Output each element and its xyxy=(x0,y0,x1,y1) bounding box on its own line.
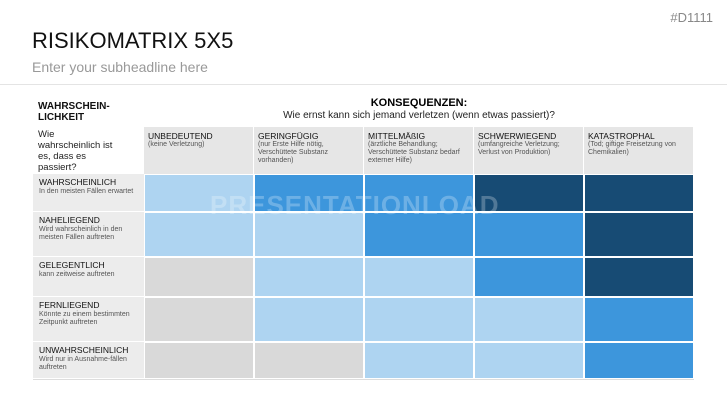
row-label: GELEGENTLICH xyxy=(39,260,105,270)
row-axis-question: Wie wahrscheinlich ist es, dass es passi… xyxy=(38,129,113,173)
matrix-cell xyxy=(584,212,694,257)
matrix-cell xyxy=(144,212,254,257)
matrix-cell xyxy=(474,342,584,379)
bottom-line xyxy=(33,379,694,380)
matrix-cell xyxy=(144,257,254,297)
matrix-cell xyxy=(254,212,364,257)
matrix-cell xyxy=(364,174,474,212)
column-label: UNBEDEUTEND xyxy=(148,131,213,141)
subtitle: Enter your subheadline here xyxy=(32,59,208,75)
row-label: UNWAHRSCHEINLICH xyxy=(39,345,129,355)
matrix-cell xyxy=(254,257,364,297)
column-header: KATASTROPHAL (Tod; giftige Freisetzung vo… xyxy=(584,127,694,174)
matrix-cell xyxy=(584,342,694,379)
matrix-cell xyxy=(254,297,364,342)
matrix-cell xyxy=(364,212,474,257)
matrix-cell xyxy=(474,212,584,257)
row-label: WAHRSCHEINLICH xyxy=(39,177,117,187)
col-axis-title: KONSEQUENZEN: xyxy=(370,97,468,109)
matrix-cell xyxy=(144,342,254,379)
column-description: (umfangreiche Verletzung; Verlust von Pr… xyxy=(478,141,560,156)
column-header: MITTELMÄßIG (ärztliche Behandlung; Versch… xyxy=(364,127,474,174)
slide-code: #D1111 xyxy=(670,10,713,25)
column-label: SCHWERWIEGEND xyxy=(478,131,557,141)
row-description: Wird wahrscheinlich in den meisten Fälle… xyxy=(39,226,123,241)
matrix-cell xyxy=(584,174,694,212)
column-label: KATASTROPHAL xyxy=(588,131,655,141)
column-description: (nur Erste Hilfe nötig, Verschüttete Sub… xyxy=(258,141,329,164)
matrix-cell xyxy=(144,297,254,342)
matrix-cell xyxy=(474,257,584,297)
row-header: NAHELIEGEND Wird wahrscheinlich in den me… xyxy=(33,212,144,257)
column-label: GERINGFÜGIG xyxy=(258,131,319,141)
matrix-cell xyxy=(254,342,364,379)
matrix-cell xyxy=(254,174,364,212)
column-description: (Tod; giftige Freisetzung von Chemikalie… xyxy=(588,141,676,156)
row-header: UNWAHRSCHEINLICH Wird nur in Ausnahme-fäl… xyxy=(33,342,144,379)
row-description: Könnte zu einem bestimmten Zeitpunkt auf… xyxy=(39,311,130,326)
divider xyxy=(0,84,727,85)
row-header: GELEGENTLICH kann zeitweise auftreten xyxy=(33,257,144,297)
col-axis-question: Wie ernst kann sich jemand verletzen (we… xyxy=(283,110,555,121)
title: RISIKOMATRIX 5X5 xyxy=(32,28,234,53)
matrix-cell xyxy=(144,174,254,212)
row-label: NAHELIEGEND xyxy=(39,215,100,225)
row-label: FERNLIEGEND xyxy=(39,300,100,310)
column-header: GERINGFÜGIG (nur Erste Hilfe nötig, Versc… xyxy=(254,127,364,174)
matrix-cell xyxy=(364,257,474,297)
matrix-cell xyxy=(584,257,694,297)
watermark: PRESENTATIONLOAD xyxy=(210,190,500,220)
column-label: MITTELMÄßIG xyxy=(368,131,426,141)
matrix-cell xyxy=(474,297,584,342)
matrix-cell xyxy=(364,342,474,379)
column-description: (keine Verletzung) xyxy=(148,141,205,148)
row-axis-title: WAHRSCHEIN-LICHKEIT xyxy=(38,101,110,123)
row-description: Wird nur in Ausnahme-fällen auftreten xyxy=(39,356,127,371)
row-description: In den meisten Fällen erwartet xyxy=(39,188,134,195)
row-header: WAHRSCHEINLICH In den meisten Fällen erwa… xyxy=(33,174,144,212)
matrix-cell xyxy=(364,297,474,342)
column-description: (ärztliche Behandlung; Verschüttete Subs… xyxy=(368,141,460,164)
column-header: SCHWERWIEGEND (umfangreiche Verletzung; V… xyxy=(474,127,584,174)
column-header: UNBEDEUTEND (keine Verletzung) xyxy=(144,127,254,174)
row-description: kann zeitweise auftreten xyxy=(39,271,115,278)
matrix-cell xyxy=(474,174,584,212)
matrix-cell xyxy=(584,297,694,342)
row-header: FERNLIEGEND Könnte zu einem bestimmten Ze… xyxy=(33,297,144,342)
